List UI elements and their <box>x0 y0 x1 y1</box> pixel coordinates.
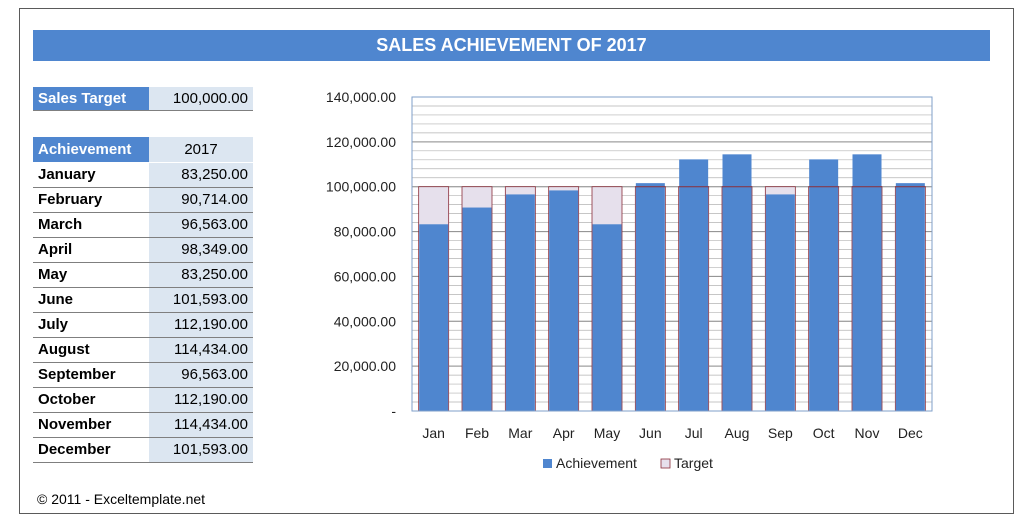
y-tick-label: 120,000.00 <box>326 134 396 150</box>
x-tick-label: Feb <box>465 425 489 441</box>
month-cell[interactable]: November <box>33 412 149 438</box>
table-row: January 83,250.00 <box>33 162 253 188</box>
legend-label-target: Target <box>674 455 713 471</box>
y-tick-label: 40,000.00 <box>334 313 396 329</box>
x-tick-label: Apr <box>553 425 575 441</box>
month-cell[interactable]: August <box>33 337 149 363</box>
year-header[interactable]: 2017 <box>149 137 253 163</box>
y-tick-label: - <box>391 403 396 419</box>
achievement-bar <box>765 194 795 411</box>
achievement-bar <box>679 159 709 411</box>
x-tick-label: Jun <box>639 425 662 441</box>
table-row: July 112,190.00 <box>33 312 253 338</box>
month-cell[interactable]: January <box>33 162 149 188</box>
y-tick-label: 60,000.00 <box>334 268 396 284</box>
x-tick-label: Oct <box>813 425 835 441</box>
table-row: April 98,349.00 <box>33 237 253 263</box>
month-cell[interactable]: April <box>33 237 149 263</box>
x-tick-label: Nov <box>855 425 880 441</box>
table-row: December 101,593.00 <box>33 437 253 463</box>
value-cell[interactable]: 112,190.00 <box>149 312 253 338</box>
value-cell[interactable]: 98,349.00 <box>149 237 253 263</box>
sales-target-label[interactable]: Sales Target <box>33 87 149 111</box>
achievement-bar <box>895 183 925 411</box>
achievement-bar <box>462 207 492 411</box>
value-cell[interactable]: 96,563.00 <box>149 212 253 238</box>
table-row: February 90,714.00 <box>33 187 253 213</box>
sales-target-value[interactable]: 100,000.00 <box>149 87 253 111</box>
achievement-bar <box>419 224 449 411</box>
achievement-bar <box>722 154 752 411</box>
value-cell[interactable]: 83,250.00 <box>149 162 253 188</box>
value-cell[interactable]: 114,434.00 <box>149 337 253 363</box>
month-cell[interactable]: July <box>33 312 149 338</box>
page-title: SALES ACHIEVEMENT OF 2017 <box>33 30 990 61</box>
x-tick-label: Jan <box>422 425 445 441</box>
x-tick-label: Jul <box>685 425 703 441</box>
plot-border <box>411 96 933 412</box>
y-tick-label: 20,000.00 <box>334 358 396 374</box>
y-tick-label: 80,000.00 <box>334 224 396 240</box>
value-cell[interactable]: 101,593.00 <box>149 437 253 463</box>
achievement-bar <box>852 154 882 411</box>
legend-label-achievement: Achievement <box>556 455 637 471</box>
table-row: October 112,190.00 <box>33 387 253 413</box>
month-cell[interactable]: December <box>33 437 149 463</box>
legend-swatch-target <box>660 458 671 469</box>
month-cell[interactable]: February <box>33 187 149 213</box>
achievement-bar <box>549 190 579 411</box>
value-cell[interactable]: 114,434.00 <box>149 412 253 438</box>
achievement-bar <box>592 224 622 411</box>
x-tick-label: Mar <box>508 425 532 441</box>
value-cell[interactable]: 96,563.00 <box>149 362 253 388</box>
month-cell[interactable]: September <box>33 362 149 388</box>
copyright-footer: © 2011 - Exceltemplate.net <box>37 491 206 507</box>
achievement-bar <box>635 183 665 411</box>
x-tick-label: Sep <box>768 425 793 441</box>
achievement-bar <box>505 194 535 411</box>
achievement-bar <box>809 159 839 411</box>
month-cell[interactable]: June <box>33 287 149 313</box>
month-cell[interactable]: October <box>33 387 149 413</box>
x-tick-label: Aug <box>725 425 750 441</box>
legend-swatch-achievement <box>543 459 552 468</box>
month-cell[interactable]: March <box>33 212 149 238</box>
y-tick-label: 140,000.00 <box>326 89 396 105</box>
achievement-table: Achievement 2017 January 83,250.00 Februa… <box>33 137 253 463</box>
achievement-header[interactable]: Achievement <box>33 137 149 163</box>
sales-chart: 140,000.00 120,000.00 100,000.00 80,000.00 6… <box>326 89 933 471</box>
value-cell[interactable]: 112,190.00 <box>149 387 253 413</box>
table-row: August 114,434.00 <box>33 337 253 363</box>
value-cell[interactable]: 83,250.00 <box>149 262 253 288</box>
value-cell[interactable]: 90,714.00 <box>149 187 253 213</box>
x-tick-label: Dec <box>898 425 923 441</box>
y-tick-label: 100,000.00 <box>326 179 396 195</box>
table-row: June 101,593.00 <box>33 287 253 313</box>
sales-target-table: Sales Target 100,000.00 <box>33 87 253 111</box>
x-tick-label: May <box>594 425 620 441</box>
value-cell[interactable]: 101,593.00 <box>149 287 253 313</box>
table-row: May 83,250.00 <box>33 262 253 288</box>
table-row: March 96,563.00 <box>33 212 253 238</box>
month-cell[interactable]: May <box>33 262 149 288</box>
table-row: November 114,434.00 <box>33 412 253 438</box>
table-row: September 96,563.00 <box>33 362 253 388</box>
